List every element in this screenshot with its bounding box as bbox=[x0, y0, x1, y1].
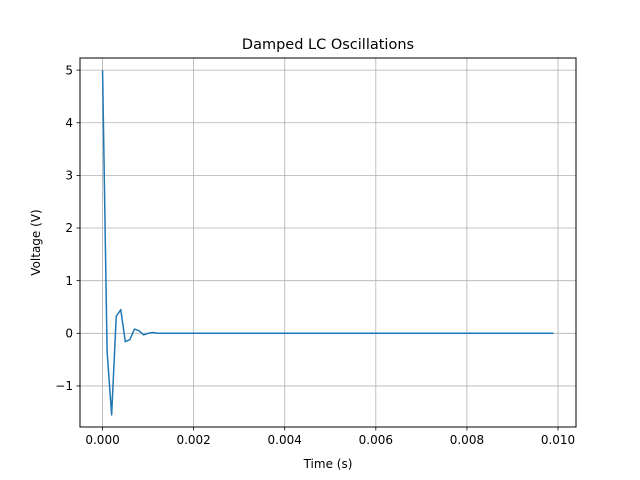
y-tick-label: 1 bbox=[65, 274, 73, 288]
y-axis-label: Voltage (V) bbox=[29, 209, 43, 275]
y-tick-label: −1 bbox=[55, 379, 73, 393]
y-tick-label: 3 bbox=[65, 169, 73, 183]
ticks: 0.000 0.002 0.004 0.006 0.008 0.010 −1 0 1 2 3 4 5 bbox=[55, 63, 575, 447]
x-tick-label: 0.000 bbox=[85, 433, 119, 447]
x-tick-label: 0.010 bbox=[541, 433, 575, 447]
series-line bbox=[101, 70, 554, 416]
chart-title: Damped LC Oscillations bbox=[242, 37, 414, 53]
x-tick-label: 0.008 bbox=[450, 433, 484, 447]
y-tick-label: 5 bbox=[65, 63, 73, 77]
y-tick-label: 2 bbox=[65, 221, 73, 235]
grid bbox=[80, 58, 576, 427]
y-tick-label: 0 bbox=[65, 327, 73, 341]
x-tick-label: 0.004 bbox=[268, 433, 302, 447]
axes-frame bbox=[79, 57, 577, 428]
x-axis-label: Time (s) bbox=[303, 457, 353, 471]
x-tick-label: 0.002 bbox=[176, 433, 210, 447]
x-tick-label: 0.006 bbox=[359, 433, 393, 447]
y-tick-label: 4 bbox=[65, 116, 73, 130]
plot-area bbox=[101, 70, 554, 416]
